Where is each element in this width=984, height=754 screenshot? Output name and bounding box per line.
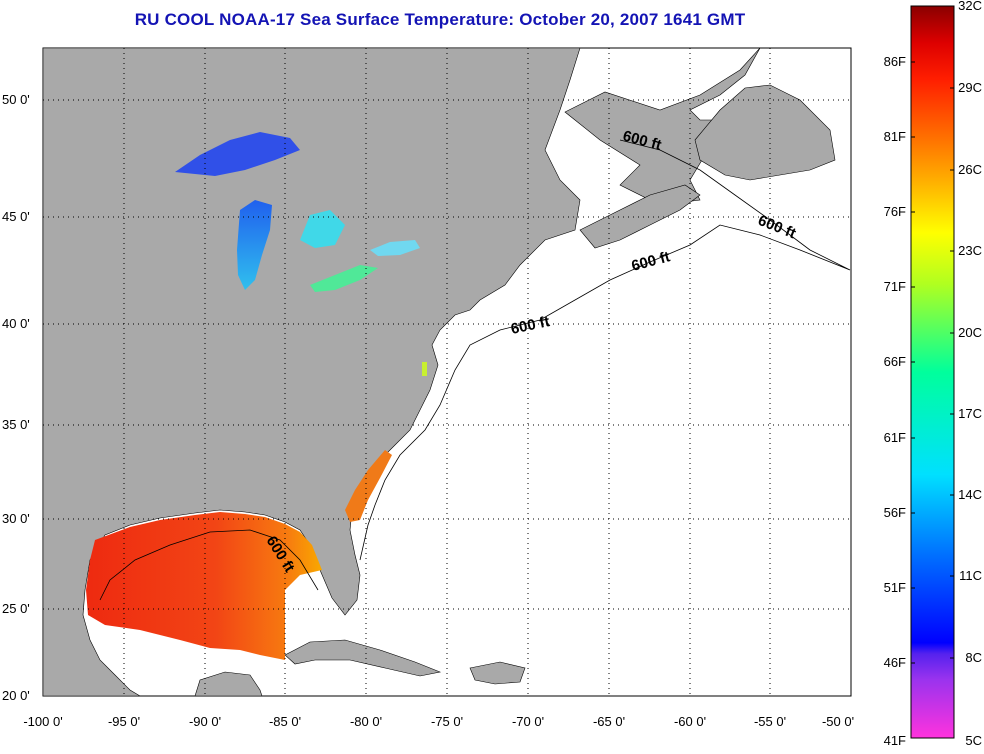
colorbar-c-label: 23C (958, 243, 982, 258)
colorbar (910, 5, 955, 739)
lat-tick-label: 40 0' (2, 316, 30, 331)
colorbar-f-label: 56F (884, 505, 906, 520)
lat-tick-label: 30 0' (2, 511, 30, 526)
lon-tick-label: -80 0' (350, 714, 382, 729)
colorbar-c-label: 11C (959, 568, 982, 583)
hispaniola-land (469, 661, 526, 685)
lake-erie-sst (310, 265, 378, 292)
colorbar-c-label: 29C (958, 80, 982, 95)
lake-michigan-sst (237, 200, 272, 290)
lon-tick-label: -95 0' (108, 714, 140, 729)
colorbar-c-label: 14C (958, 487, 982, 502)
colorbar-f-label: 66F (884, 354, 906, 369)
lake-huron-sst (300, 210, 345, 248)
colorbar-c-label: 20C (958, 325, 982, 340)
cuba-land (284, 639, 442, 677)
colorbar-f-label: 41F (884, 733, 906, 748)
colorbar-c-label: 32C (958, 0, 982, 13)
colorbar-f-label: 76F (884, 204, 906, 219)
map-title: RU COOL NOAA-17 Sea Surface Temperature:… (134, 10, 746, 29)
lon-tick-label: -75 0' (431, 714, 463, 729)
colorbar-ticks (911, 61, 954, 664)
lon-tick-label: -55 0' (754, 714, 786, 729)
lon-tick-label: -50 0' (822, 714, 854, 729)
lat-tick-label: 20 0' (2, 688, 30, 703)
colorbar-f-label: 46F (884, 655, 906, 670)
colorbar-c-label: 8C (965, 650, 982, 665)
colorbar-f-label: 81F (884, 129, 906, 144)
chesapeake-sst (422, 362, 427, 376)
lon-gridlines (123, 48, 771, 696)
colorbar-c-label: 26C (958, 162, 982, 177)
lat-tick-label: 25 0' (2, 601, 30, 616)
atlantic-sst-strip (345, 450, 392, 522)
lon-tick-label: -100 0' (23, 714, 62, 729)
lon-tick-label: -65 0' (593, 714, 625, 729)
lake-ontario-sst (370, 240, 420, 256)
mainland-land (43, 48, 581, 696)
lat-tick-label: 45 0' (2, 209, 30, 224)
lon-tick-label: -60 0' (674, 714, 706, 729)
colorbar-f-label: 86F (884, 54, 906, 69)
isobath-600ft (99, 139, 851, 601)
lat-tick-label: 50 0' (2, 92, 30, 107)
colorbar-c-label: 17C (958, 406, 982, 421)
nova-scotia-land (579, 184, 701, 249)
gulf-sst-field (86, 512, 322, 660)
colorbar-f-label: 61F (884, 430, 906, 445)
colorbar-f-label: 71F (884, 279, 906, 294)
lake-superior-sst (175, 132, 300, 176)
yucatan-land (194, 671, 263, 696)
colorbar-c-label: 5C (965, 733, 982, 748)
lon-tick-label: -90 0' (189, 714, 221, 729)
lon-tick-label: -70 0' (512, 714, 544, 729)
colorbar-f-label: 51F (884, 580, 906, 595)
newfoundland-land (694, 84, 836, 181)
lon-tick-label: -85 0' (269, 714, 301, 729)
lat-tick-label: 35 0' (2, 417, 30, 432)
